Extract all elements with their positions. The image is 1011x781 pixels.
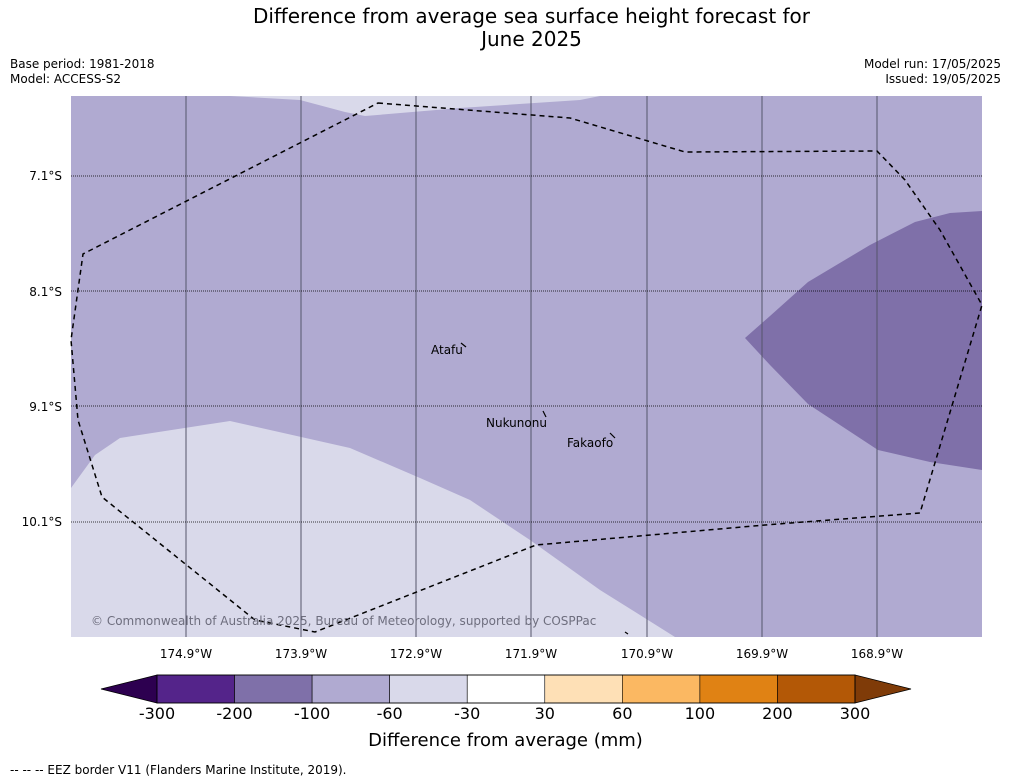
eez-border (70, 102, 983, 633)
nukunonu-atoll-icon (542, 410, 547, 418)
colorbar-tick-label: 100 (684, 704, 716, 723)
colorbar-segment (777, 674, 856, 704)
issued-date: Issued: 19/05/2025 (885, 72, 1001, 86)
colorbar-tick-label: -200 (216, 704, 253, 723)
place-label-fakaofo: Fakaofo (567, 436, 614, 450)
colorbar-tick-label: -60 (376, 704, 403, 723)
place-label-atafu: Atafu (431, 343, 463, 357)
colorbar-label: Difference from average (mm) (368, 730, 643, 751)
map-title: Difference from average sea surface heig… (0, 5, 1011, 51)
anomaly-region-dark-east (745, 211, 982, 470)
colorbar-segment (699, 674, 778, 704)
colorbar-segment (156, 674, 235, 704)
swains-island-icon (624, 631, 629, 635)
lat-label-10-1: 10.1°S (21, 515, 62, 529)
title-line-2: June 2025 (481, 27, 582, 51)
colorbar-segment (544, 674, 623, 704)
colorbar-segment (622, 674, 701, 704)
colorbar-tick-label: -100 (293, 704, 331, 723)
lon-label-170-9: 170.9°W (620, 647, 674, 661)
meta-right: Model run: 17/05/2025 Issued: 19/05/2025 (864, 57, 1001, 87)
model-run: Model run: 17/05/2025 (863, 57, 1001, 71)
lon-label-169-9: 169.9°W (735, 647, 789, 661)
eez-legend-note: -- -- -- EEZ border V11 (Flanders Marine… (10, 763, 347, 777)
place-label-nukunonu: Nukunonu (486, 416, 547, 430)
colorbar-tick-label: 200 (762, 704, 793, 723)
base-period: Base period: 1981-2018 (10, 57, 155, 71)
meta-left: Base period: 1981-2018 Model: ACCESS-S2 (10, 57, 155, 87)
colorbar-extend-max (854, 674, 912, 704)
lat-label-8-1: 8.1°S (29, 285, 62, 299)
colorbar-tick-label: 30 (534, 704, 555, 723)
colorbar-tick-label: -300 (138, 704, 176, 723)
copyright-notice: © Commonwealth of Australia 2025, Bureau… (91, 614, 597, 628)
atafu-atoll-icon (460, 342, 467, 348)
anomaly-region-light-south (71, 421, 675, 637)
model-name: Model: ACCESS-S2 (10, 72, 122, 86)
lon-label-171-9: 171.9°W (504, 647, 558, 661)
colorbar-tick-label: -30 (454, 704, 481, 723)
lon-label-174-9: 174.9°W (159, 647, 213, 661)
lon-label-173-9: 173.9°W (274, 647, 328, 661)
colorbar-segment (389, 674, 468, 704)
lat-label-7-1: 7.1°S (29, 169, 62, 183)
colorbar-segment (311, 674, 390, 704)
lon-label-172-9: 172.9°W (389, 647, 443, 661)
colorbar-segment (234, 674, 313, 704)
lat-label-9-1: 9.1°S (29, 400, 62, 414)
lon-label-168-9: 168.9°W (850, 647, 904, 661)
colorbar-tick-label: 300 (839, 704, 871, 723)
colorbar-tick-label: 60 (612, 704, 633, 723)
island-marks (460, 342, 629, 635)
colorbar-segment (466, 674, 546, 704)
title-line-1: Difference from average sea surface heig… (252, 4, 811, 28)
colorbar-extend-min (100, 674, 158, 704)
fakaofo-atoll-icon (609, 432, 616, 439)
